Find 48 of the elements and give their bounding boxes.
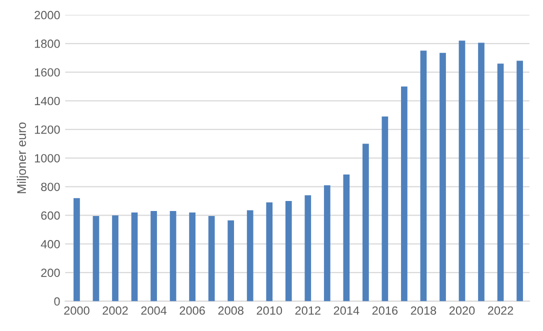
bar xyxy=(150,211,157,302)
bar xyxy=(228,220,234,302)
y-tick-label: 200 xyxy=(41,268,60,277)
bar xyxy=(343,174,350,302)
x-tick-label: 2002 xyxy=(102,306,128,315)
y-tick-label: 2000 xyxy=(34,10,60,20)
x-tick-label: 2000 xyxy=(64,306,90,315)
bar xyxy=(170,211,176,302)
bar xyxy=(189,212,196,302)
y-tick-label: 800 xyxy=(41,182,60,192)
bar xyxy=(131,212,138,302)
y-tick-label: 1200 xyxy=(34,125,60,134)
bar xyxy=(246,210,254,302)
y-tick-label: 600 xyxy=(41,211,60,220)
bar xyxy=(440,52,446,302)
y-axis-title: Miljoner euro xyxy=(16,122,28,194)
y-tick-label: 1400 xyxy=(34,96,60,106)
bar xyxy=(92,216,100,302)
y-tick-label: 0 xyxy=(54,297,60,306)
bar xyxy=(112,215,118,302)
bar xyxy=(382,116,388,302)
x-tick-label: 2018 xyxy=(410,306,436,315)
bar xyxy=(285,201,292,302)
y-tick-label: 1000 xyxy=(34,154,60,162)
x-tick-label: 2006 xyxy=(180,306,205,315)
bar xyxy=(401,86,408,302)
bar xyxy=(362,144,369,302)
x-tick-label: 2008 xyxy=(218,306,244,315)
x-tick-label: 2022 xyxy=(488,306,514,315)
bar xyxy=(516,60,523,302)
x-tick-label: 2012 xyxy=(295,306,320,315)
bar xyxy=(208,216,215,302)
bar xyxy=(478,42,484,302)
x-tick-label: 2016 xyxy=(372,306,398,315)
bar xyxy=(304,195,312,302)
y-tick-label: 1800 xyxy=(34,40,60,48)
x-tick-label: 2014 xyxy=(334,306,360,315)
bar xyxy=(324,185,330,302)
bar xyxy=(420,50,427,302)
x-tick-label: 2020 xyxy=(449,306,475,315)
x-tick-label: 2010 xyxy=(256,306,282,315)
y-tick-label: 1600 xyxy=(34,68,60,77)
y-tick-label: 400 xyxy=(40,240,60,248)
bar xyxy=(266,202,273,302)
x-tick-label: 2004 xyxy=(141,306,167,315)
bar xyxy=(458,40,466,302)
bar xyxy=(497,64,504,302)
bar xyxy=(74,198,80,302)
